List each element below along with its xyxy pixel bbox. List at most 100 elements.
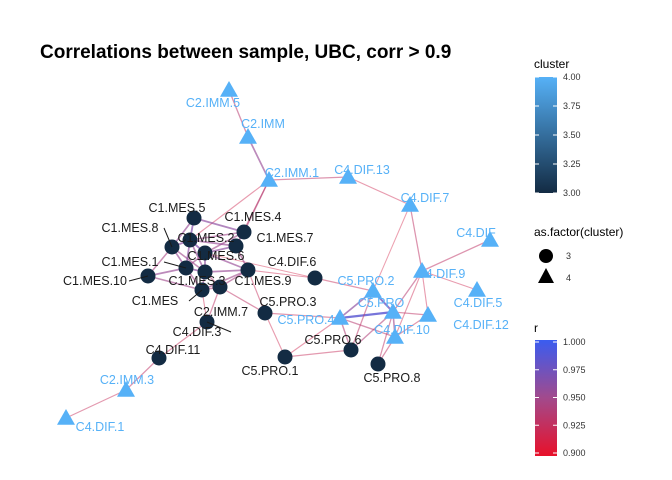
label-c2-imm-5: C2.IMM.5 <box>186 96 240 110</box>
legend-r-tick-label: 0.925 <box>563 420 586 430</box>
edge-c1-mes-6-c1-mes-9 <box>204 252 249 271</box>
chart-title: Correlations between sample, UBC, corr >… <box>40 42 451 63</box>
label-c5-pro-1: C5.PRO.1 <box>242 364 299 378</box>
label-c1-mes-6: C1.MES.6 <box>188 249 245 263</box>
edge-c4-dif-9-c4-dif-5 <box>421 270 478 291</box>
label-c4-dif-10: C4.DIF.10 <box>374 323 430 337</box>
label-c5-pro-8: C5.PRO.8 <box>364 371 421 385</box>
edge-c4-dif-11-c2-imm-3 <box>125 357 160 391</box>
label-leader-c1-mes <box>188 289 203 302</box>
edge-c1-mes-4-c1-mes-2 <box>189 231 245 241</box>
label-c1-mes-2: C1.MES.2 <box>178 231 235 245</box>
label-c4-dif-9: C4.DIF.9 <box>417 267 466 281</box>
legend-cluster-ticks: 4.00 3.75 3.50 3.25 3.00 <box>535 72 581 198</box>
label-c5-pro: C5.PRO <box>358 296 405 310</box>
label-c4-dif-11: C4.DIF.11 <box>146 343 201 357</box>
edge-c5-pro-2-c5-pro-6 <box>350 290 374 351</box>
edge-c5-pro-3-c2-imm-7 <box>219 286 266 314</box>
label-c1-mes-3: C1.MES.3 <box>169 274 226 288</box>
node-c4-dif-12 <box>419 306 437 322</box>
label-c4-dif-12: C4.DIF.12 <box>453 318 509 332</box>
node-c1-mes-4 <box>236 224 252 240</box>
node-c5-pro-1 <box>277 349 293 365</box>
edge-c5-pro-4-c5-pro-3 <box>264 312 341 319</box>
edge-c4-dif-9-c5-pro <box>392 270 423 313</box>
legend-shape-label-4: 4 <box>566 273 571 283</box>
legend-shape-title: as.factor(cluster) <box>534 225 623 239</box>
label-leader-c4-dif-3 <box>206 321 232 333</box>
edge-c2-imm-1-c1-mes-2 <box>189 179 270 241</box>
node-c5-pro-3 <box>257 305 273 321</box>
edge-c4-dif-c4-dif-9 <box>421 239 491 272</box>
edge-c2-imm-3-c4-dif-1 <box>65 389 127 419</box>
legend-r-tick-label: 1.000 <box>563 337 586 347</box>
node-c5-pro-4 <box>331 309 349 325</box>
node-c1-mes-6 <box>197 245 213 261</box>
node-c4-dif-6 <box>307 270 323 286</box>
edge-c1-mes-5-c1-mes-4 <box>193 217 245 233</box>
label-c4-dif: C4.DIF <box>456 226 496 240</box>
label-c1-mes-5: C1.MES.5 <box>149 201 206 215</box>
node-c1-mes-3 <box>197 264 213 280</box>
edge-c4-dif-6-c1-mes-6 <box>204 252 316 279</box>
label-c5-pro-4: C5.PRO.4 <box>278 313 335 327</box>
edge-c4-dif-7-c5-pro-2 <box>372 204 411 292</box>
edge-c4-dif-13-c4-dif-7 <box>347 176 411 206</box>
legend-cluster-tick-label: 3.00 <box>563 188 581 198</box>
legend-r-bar <box>535 340 557 456</box>
edge-c4-dif-9-c4-dif-12 <box>421 270 429 316</box>
node-c1-mes-9 <box>240 262 256 278</box>
label-c4-dif-13: C4.DIF.13 <box>334 163 390 177</box>
node-c1-mes-7 <box>228 238 244 254</box>
label-c5-pro-6: C5.PRO.6 <box>305 333 362 347</box>
label-c1-mes-7: C1.MES.7 <box>257 231 314 245</box>
node-c2-imm-1 <box>260 171 278 187</box>
legend-cluster-bar <box>535 77 557 193</box>
legend-r: r 1.000 0.975 0.950 0.925 0.900 <box>534 321 586 458</box>
legend-cluster-tick-label: 3.75 <box>563 101 581 111</box>
edge-c5-pro-6-c5-pro-1 <box>284 349 352 358</box>
legend-cluster: cluster 4.00 3.75 3.50 3.25 3.00 <box>534 57 581 198</box>
legend-cluster-tick-label: 3.25 <box>563 159 581 169</box>
edge-c5-pro-4-c5-pro-1 <box>284 317 341 358</box>
label-c2-imm-3: C2.IMM.3 <box>100 373 154 387</box>
label-leader-c1-mes-8 <box>163 227 173 248</box>
edge-c5-pro-3-c5-pro-1 <box>264 312 286 358</box>
legend-shape-triangle-icon <box>538 268 554 283</box>
node-c4-dif-1 <box>57 409 75 425</box>
label-c1-mes-9: C1.MES.9 <box>235 274 292 288</box>
node-c2-imm-3 <box>117 381 135 397</box>
legend-shape-circle-icon <box>539 249 553 263</box>
label-c1-mes-10: C1.MES.10 <box>63 274 127 288</box>
legend-shape-label-3: 3 <box>566 251 571 261</box>
label-c1-mes-8: C1.MES.8 <box>102 221 159 235</box>
label-c2-imm-7: C2.IMM.7 <box>194 305 248 319</box>
label-c4-dif-3: C4.DIF.3 <box>173 325 222 339</box>
label-c1-mes-4: C1.MES.4 <box>225 210 282 224</box>
label-c1-mes-1: C1.MES.1 <box>102 255 159 269</box>
node-c4-dif-7 <box>401 196 419 212</box>
legend-cluster-tick-label: 3.50 <box>563 130 581 140</box>
edge-c1-mes-9-c1-mes <box>201 269 249 291</box>
edge-c2-imm-1-c4-dif-13 <box>268 176 349 181</box>
label-layer: C2.IMM.5C2.IMM C2.IMM.1 C4.DIF.13 C4.DIF.7 C… <box>63 96 509 434</box>
label-leader-c1-mes-1 <box>163 261 187 269</box>
edge-c1-mes-7-c1-mes-2 <box>189 239 237 247</box>
edge-c4-dif-11-c4-dif-3 <box>158 321 208 359</box>
node-c4-dif-9 <box>413 262 431 278</box>
node-c4-dif-13 <box>339 168 357 184</box>
node-c4-dif-10 <box>386 328 404 344</box>
edge-c5-pro-c5-pro-8 <box>377 311 394 365</box>
node-c4-dif-11 <box>151 350 167 366</box>
node-c2-imm <box>239 128 257 144</box>
edge-c4-dif-7-c4-dif-9 <box>409 204 423 272</box>
edge-c5-pro-c5-pro-4 <box>339 310 394 320</box>
edge-c4-dif-6-c1-mes-9 <box>247 269 316 279</box>
label-c1-mes: C1.MES <box>132 294 179 308</box>
node-c5-pro-6 <box>343 342 359 358</box>
legend-r-tick-label: 0.950 <box>563 393 586 403</box>
label-c2-imm: C2.IMM <box>241 117 285 131</box>
node-c2-imm-5 <box>220 81 238 97</box>
label-c5-pro-3: C5.PRO.3 <box>260 295 317 309</box>
